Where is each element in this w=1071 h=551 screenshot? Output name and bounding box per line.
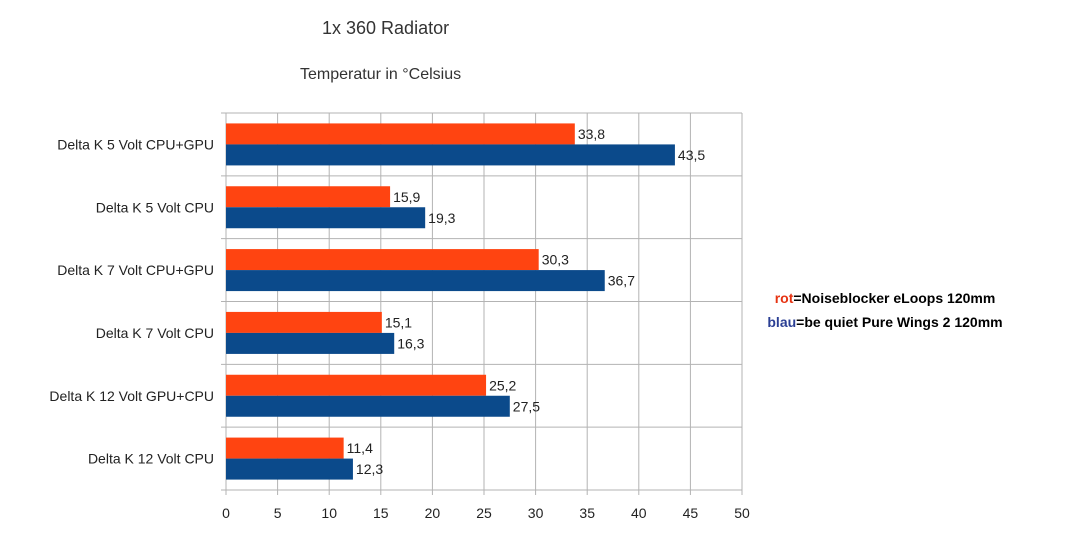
bar-value-label: 19,3 [428, 210, 455, 226]
x-tick-label: 35 [579, 505, 595, 521]
bar-value-label: 25,2 [489, 377, 516, 393]
bar-value-label: 12,3 [356, 461, 383, 477]
category-label: Delta K 5 Volt CPU [96, 199, 214, 215]
x-tick-label: 40 [631, 505, 647, 521]
bar-value-label: 16,3 [397, 335, 424, 351]
category-label: Delta K 12 Volt CPU [88, 451, 214, 467]
bar [226, 395, 510, 417]
category-label: Delta K 7 Volt CPU [96, 325, 214, 341]
x-tick-label: 0 [222, 505, 230, 521]
bar [226, 207, 426, 229]
bar [226, 374, 487, 396]
x-tick-label: 20 [425, 505, 441, 521]
bar [226, 270, 605, 292]
x-tick-label: 5 [274, 505, 282, 521]
bar-value-label: 43,5 [678, 147, 705, 163]
legend: rot=Noiseblocker eLoops 120mm blau=be qu… [700, 290, 1070, 330]
bar-value-label: 15,1 [385, 314, 412, 330]
bar [226, 437, 344, 459]
legend-red-key: rot [774, 290, 794, 306]
chart-subtitle: Temperatur in °Celsius [300, 66, 462, 83]
x-tick-label: 15 [373, 505, 389, 521]
bar-value-label: 30,3 [542, 252, 569, 268]
bar-value-label: 33,8 [578, 126, 605, 142]
bar-value-label: 11,4 [347, 440, 373, 456]
x-tick-label: 30 [528, 505, 544, 521]
legend-entry-red: rot=Noiseblocker eLoops 120mm [700, 290, 1070, 306]
category-label: Delta K 12 Volt GPU+CPU [49, 388, 214, 404]
bar-value-label: 27,5 [513, 398, 540, 414]
chart-title: 1x 360 Radiator [322, 18, 450, 38]
category-label: Delta K 7 Volt CPU+GPU [57, 262, 214, 278]
x-tick-label: 50 [734, 505, 750, 521]
bar [226, 332, 395, 354]
x-tick-label: 10 [321, 505, 337, 521]
bar [226, 311, 382, 333]
x-tick-label: 45 [683, 505, 699, 521]
bar-value-label: 15,9 [393, 189, 420, 205]
legend-blue-text: =be quiet Pure Wings 2 120mm [796, 314, 1003, 330]
legend-red-text: =Noiseblocker eLoops 120mm [793, 290, 996, 306]
legend-blue-key: blau [767, 314, 797, 330]
x-tick-label: 25 [476, 505, 492, 521]
legend-entry-blue: blau=be quiet Pure Wings 2 120mm [700, 314, 1070, 330]
bar [226, 123, 575, 145]
bar [226, 458, 353, 480]
bar [226, 186, 391, 208]
bar-value-label: 36,7 [608, 273, 635, 289]
category-label: Delta K 5 Volt CPU+GPU [57, 136, 214, 152]
bar [226, 144, 675, 166]
bar [226, 249, 539, 271]
